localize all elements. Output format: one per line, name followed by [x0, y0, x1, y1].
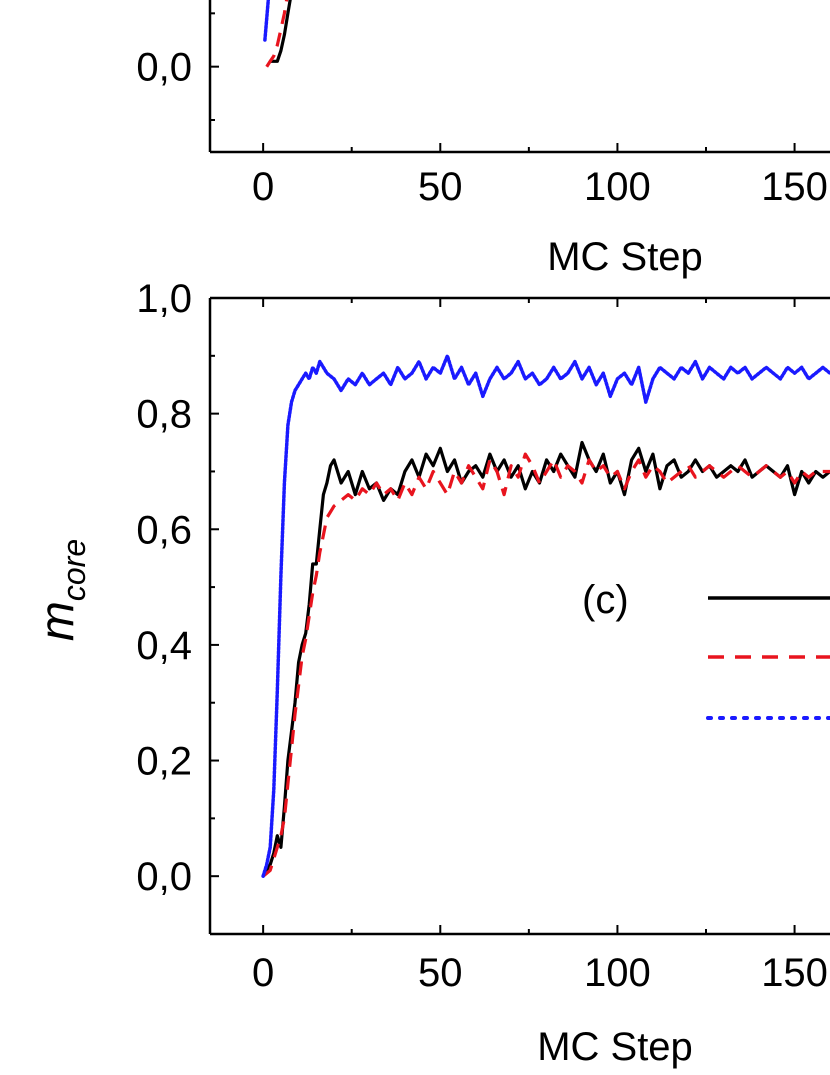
top-x-tick-label: 100 [584, 165, 651, 209]
bottom-y-tick-label: 1,0 [136, 277, 192, 321]
legend: (c) [582, 578, 830, 720]
bottom-series-group [261, 354, 830, 878]
bottom-series-3-line [261, 354, 830, 878]
bottom-y-tick-label: 0,0 [136, 855, 192, 899]
top-y-tick-label: 0,0 [136, 46, 192, 90]
top-series-3-line [263, 0, 271, 42]
bottom-x-tick-label: 0 [252, 951, 274, 995]
top-plot-panel: 0 50 100 150 0,0 MC Step [136, 0, 830, 279]
y-axis-title-main: m [31, 601, 84, 641]
bottom-y-tick-label: 0,2 [136, 740, 192, 784]
panel-label-c: (c) [582, 578, 629, 622]
bottom-x-tick-label: 150 [761, 951, 828, 995]
bottom-y-tick-label: 0,6 [136, 508, 192, 552]
bottom-series-2-line [262, 452, 830, 878]
top-x-axis-title: MC Step [547, 235, 703, 279]
top-x-tick-label: 0 [252, 165, 274, 209]
top-series-2-line [265, 0, 289, 68]
y-axis-title: mcore [31, 539, 92, 641]
bottom-x-tick-label: 50 [418, 951, 463, 995]
top-series-1-line [270, 0, 292, 63]
bottom-y-tick-label: 0,8 [136, 393, 192, 437]
bottom-plot-panel: 0 50 100 150 0,0 0,2 0,4 0,6 0,8 1,0 MC Step mcor… [31, 277, 830, 1069]
bottom-y-tick-label: 0,4 [136, 624, 192, 668]
bottom-x-tick-label: 100 [584, 951, 651, 995]
top-series-group [263, 0, 292, 68]
top-x-tick-label: 150 [761, 165, 828, 209]
y-axis-title-subscript: core [56, 539, 92, 601]
bottom-axes: 0 50 100 150 0,0 0,2 0,4 0,6 0,8 1,0 [136, 277, 830, 995]
top-axes: 0 50 100 150 0,0 [136, 0, 830, 209]
bottom-x-axis-title: MC Step [537, 1025, 693, 1069]
bottom-series-1-line [261, 440, 830, 878]
top-x-tick-label: 50 [418, 165, 463, 209]
